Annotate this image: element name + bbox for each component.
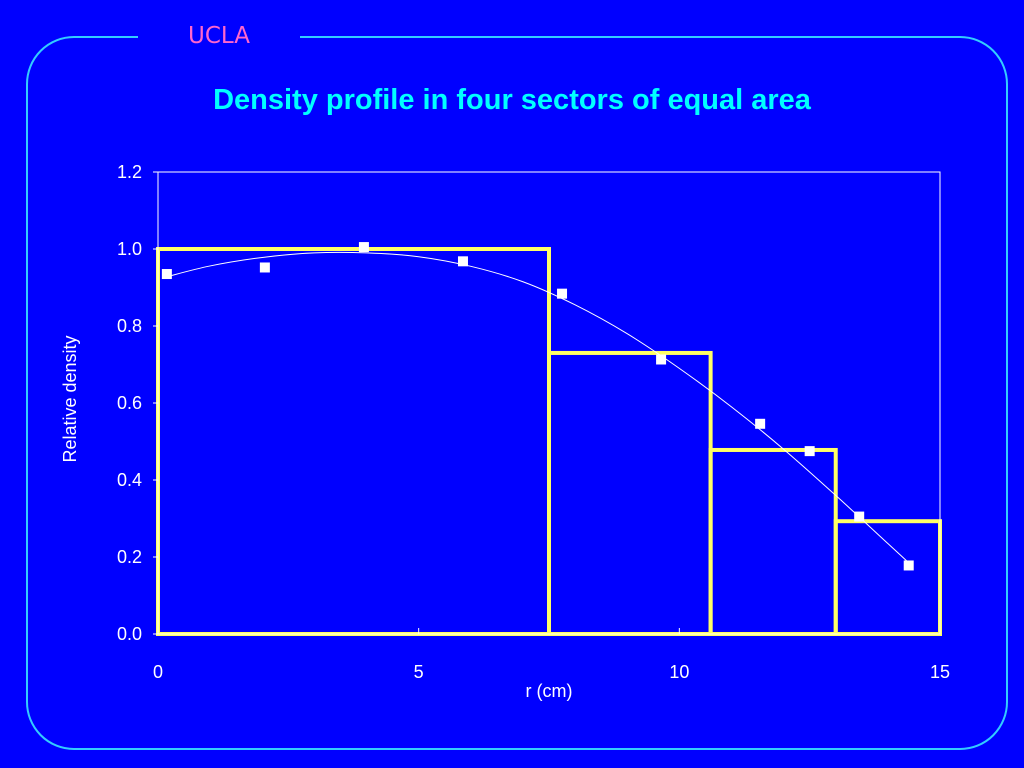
fit-curve-layer — [166, 251, 910, 564]
y-axis-title: Relative density — [60, 335, 80, 462]
x-axis-title: r (cm) — [526, 681, 573, 701]
x-tick-label: 15 — [930, 662, 950, 682]
data-point — [656, 354, 667, 365]
data-point — [755, 418, 766, 429]
brand-logo: UCLA — [138, 18, 300, 54]
sector-bar — [547, 350, 713, 636]
data-point — [358, 242, 369, 253]
slide-frame — [26, 36, 1008, 750]
x-tick-label: 0 — [153, 662, 163, 682]
y-tick-label: 0.6 — [117, 393, 142, 413]
data-point — [259, 262, 270, 273]
y-tick-label: 0.0 — [117, 624, 142, 644]
fit-curve — [166, 251, 910, 564]
sector-bar — [833, 519, 943, 637]
data-point — [903, 560, 914, 571]
y-tick-label: 0.8 — [117, 316, 142, 336]
x-tick-label: 5 — [414, 662, 424, 682]
data-point — [804, 446, 815, 457]
x-tick-label: 10 — [669, 662, 689, 682]
y-tick-label: 0.2 — [117, 547, 142, 567]
sector-steps — [156, 247, 943, 637]
data-point — [557, 288, 568, 299]
data-point — [457, 256, 468, 267]
y-tick-label: 0.4 — [117, 470, 142, 490]
sector-bar — [156, 247, 551, 636]
data-point — [854, 511, 865, 522]
data-points — [161, 242, 914, 571]
chart-title: Density profile in four sectors of equal… — [213, 84, 811, 116]
sector-bar — [708, 447, 838, 636]
y-tick-label: 1.2 — [117, 162, 142, 182]
y-tick-label: 1.0 — [117, 239, 142, 259]
data-point — [161, 269, 172, 280]
axes: 0.0 0.2 0.4 0.6 0.8 1.0 1.2 0 5 10 15 — [117, 162, 950, 682]
